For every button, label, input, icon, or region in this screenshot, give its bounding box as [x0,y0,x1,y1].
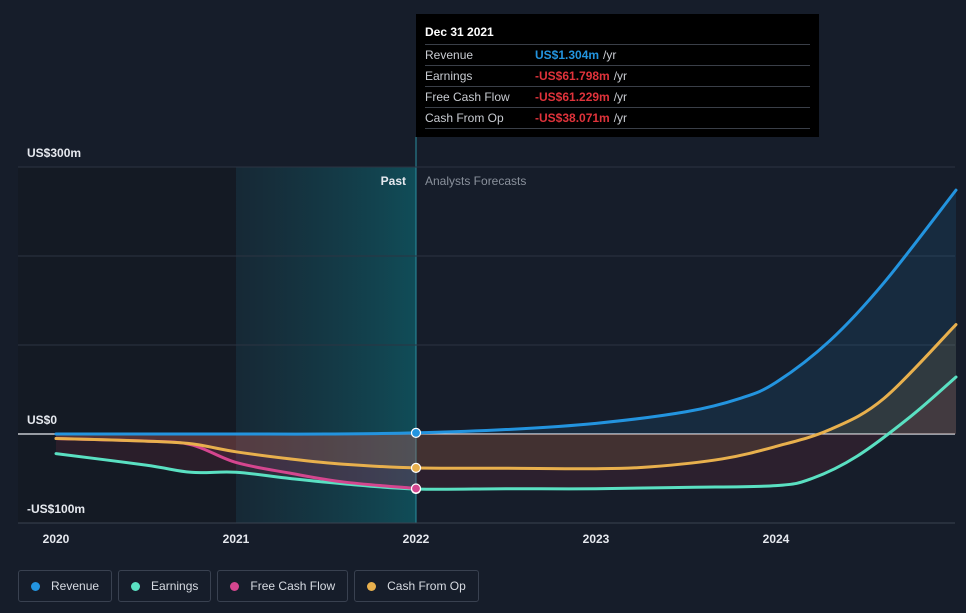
tooltip-unit: /yr [613,69,628,83]
past-label: Past [381,174,406,188]
tooltip-row-cash-from-op: Cash From Op -US$38.071m /yr [425,108,810,129]
legend-item-earnings[interactable]: Earnings [118,570,212,602]
line-earnings [54,375,958,491]
tooltip-label: Free Cash Flow [425,90,510,104]
point-cash-from-op [410,462,422,474]
tooltip-value: -US$61.229m [535,90,610,104]
line-cash-from-op [54,323,958,471]
y-axis-label: US$300m [27,146,81,160]
area-revenue [56,190,956,435]
tooltip-row-earnings: Earnings -US$61.798m /yr [425,66,810,87]
tooltip-value: -US$61.798m [535,69,610,83]
y-axis-label: US$0 [27,413,57,427]
tooltip-label: Revenue [425,48,474,62]
tooltip-unit: /yr [603,48,617,62]
tooltip-value: -US$38.071m [535,111,610,125]
x-tick-label: 2023 [583,532,610,546]
x-tick-label: 2020 [43,532,70,546]
tooltip-label: Earnings [425,69,473,83]
area-cash-from-op [56,324,956,469]
x-tick-label: 2021 [223,532,250,546]
legend-item-cash-from-op[interactable]: Cash From Op [354,570,479,602]
x-tick-label: 2024 [763,532,790,546]
legend: Revenue Earnings Free Cash Flow Cash Fro… [18,570,479,602]
legend-label: Earnings [151,579,199,593]
tooltip-label: Cash From Op [425,111,504,125]
tooltip-row-free-cash-flow: Free Cash Flow -US$61.229m /yr [425,87,810,108]
tooltip-row-revenue: Revenue US$1.304m /yr [425,45,810,66]
tooltip-unit: /yr [613,111,628,125]
point-revenue [410,427,422,438]
legend-item-revenue[interactable]: Revenue [18,570,113,602]
x-tick-label: 2022 [403,532,430,546]
legend-label: Revenue [51,579,100,593]
area-earnings [56,377,956,490]
tooltip: Dec 31 2021 Revenue US$1.304m /yr Earnin… [416,14,819,137]
tooltip-date: Dec 31 2021 [425,24,810,45]
y-axis-label: -US$100m [27,502,85,516]
line-revenue [54,188,958,436]
legend-dot [131,581,141,591]
point-free-cash-flow [410,483,422,494]
tooltip-value: US$1.304m [535,48,600,62]
legend-item-free-cash-flow[interactable]: Free Cash Flow [217,570,349,602]
legend-label: Cash From Op [387,579,466,593]
forecast-label: Analysts Forecasts [425,174,526,188]
legend-dot [230,581,240,591]
legend-dot [31,581,40,591]
legend-dot [367,581,377,591]
legend-label: Free Cash Flow [250,579,336,593]
tooltip-unit: /yr [613,90,628,104]
